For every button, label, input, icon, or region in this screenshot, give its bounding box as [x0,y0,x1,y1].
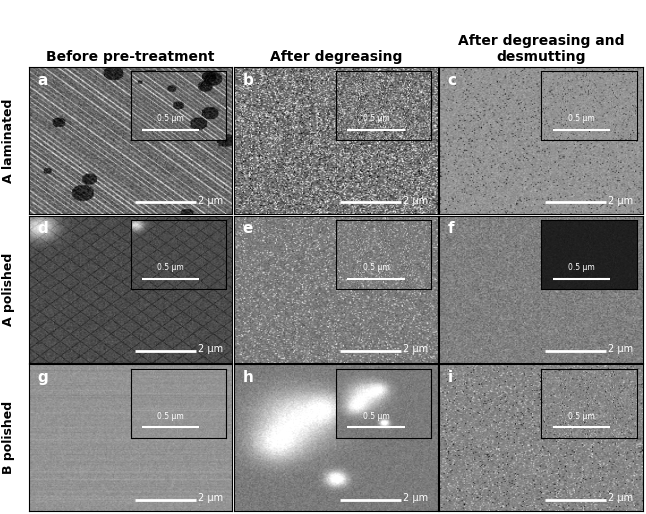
Text: 0.5 μm: 0.5 μm [158,114,184,123]
Text: i: i [448,370,453,385]
Text: Before pre-treatment: Before pre-treatment [47,50,215,64]
Text: A polished: A polished [2,252,15,326]
Text: e: e [242,222,253,236]
Text: After degreasing: After degreasing [270,50,402,64]
Text: 0.5 μm: 0.5 μm [158,263,184,272]
Text: 0.5 μm: 0.5 μm [362,114,390,123]
Text: 0.5 μm: 0.5 μm [158,412,184,420]
Text: 2 μm: 2 μm [609,493,633,503]
Text: After degreasing and
desmutting: After degreasing and desmutting [458,34,625,64]
Text: 2 μm: 2 μm [609,344,633,355]
Text: 2 μm: 2 μm [403,493,428,503]
Text: g: g [37,370,48,385]
Text: 2 μm: 2 μm [198,344,223,355]
Text: a: a [37,72,48,88]
Text: 0.5 μm: 0.5 μm [568,114,594,123]
Text: 2 μm: 2 μm [198,196,223,206]
Text: 2 μm: 2 μm [198,493,223,503]
Text: 0.5 μm: 0.5 μm [362,412,390,420]
Text: 0.5 μm: 0.5 μm [568,412,594,420]
Text: 2 μm: 2 μm [403,196,428,206]
Text: 0.5 μm: 0.5 μm [568,263,594,272]
Text: c: c [448,72,457,88]
Text: 2 μm: 2 μm [403,344,428,355]
Text: d: d [37,222,48,236]
Text: 2 μm: 2 μm [609,196,633,206]
Text: B polished: B polished [2,401,15,474]
Text: 0.5 μm: 0.5 μm [362,263,390,272]
Text: h: h [242,370,253,385]
Text: A laminated: A laminated [2,98,15,182]
Text: f: f [448,222,454,236]
Text: b: b [242,72,253,88]
